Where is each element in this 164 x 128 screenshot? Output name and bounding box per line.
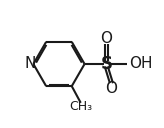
Text: OH: OH (129, 56, 153, 72)
Text: S: S (100, 55, 112, 73)
Text: CH₃: CH₃ (69, 99, 92, 113)
Text: O: O (100, 31, 112, 46)
Text: O: O (105, 81, 117, 96)
Text: N: N (25, 56, 36, 72)
